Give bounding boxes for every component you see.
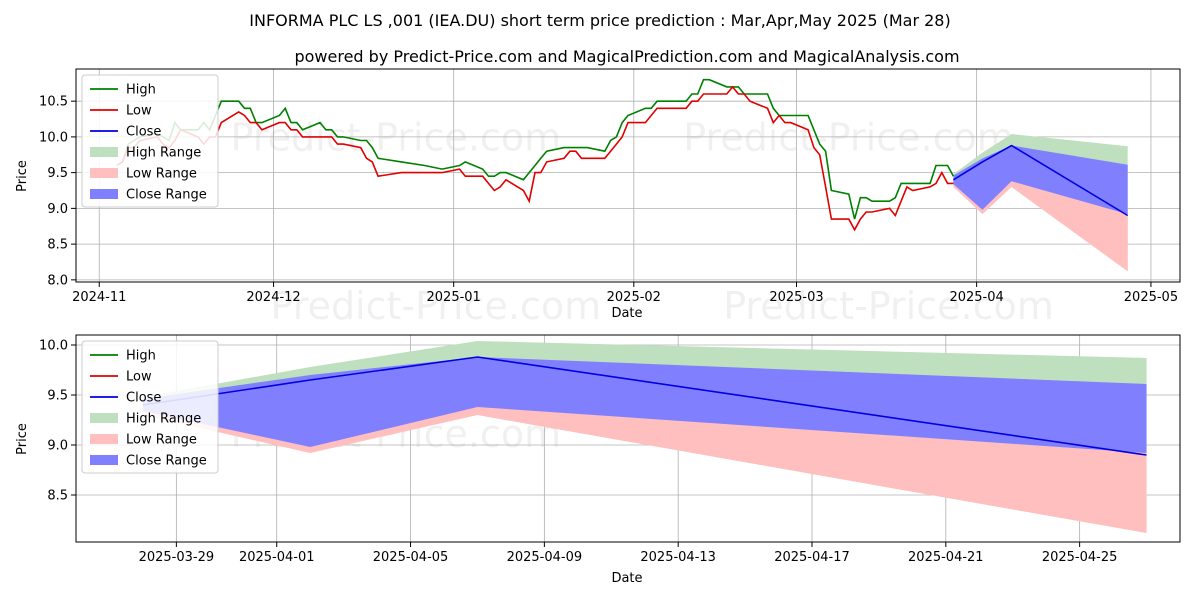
- y-tick-label: 10.5: [39, 95, 68, 110]
- legend-label: Close: [126, 391, 161, 406]
- bottom-panel: Predict-Price.comPredict-Price.com2025-0…: [39, 334, 1181, 565]
- watermark-text: Predict-Price.com: [723, 284, 1054, 328]
- y-tick-label: 8.5: [47, 238, 68, 253]
- close-series-line: [142, 356, 1147, 456]
- y-tick-label: 9.0: [47, 439, 68, 454]
- chart-subtitle: powered by Predict-Price.com and Magical…: [294, 47, 959, 66]
- legend-swatch: [90, 147, 118, 157]
- close-series-line: [952, 144, 1129, 217]
- x-tick-label: 2024-12: [246, 290, 300, 305]
- x-tick-label: 2025-04-25: [1042, 550, 1118, 565]
- plot-frame: [75, 68, 1181, 283]
- x-tick-label: 2025-02: [607, 290, 661, 305]
- x-tick-label: 2025-04-13: [640, 550, 716, 565]
- y-tick-label: 10.0: [39, 130, 68, 145]
- low-series-line: [116, 85, 954, 232]
- legend-swatch: [90, 455, 118, 465]
- bottom-y-axis-label: Price: [15, 423, 30, 455]
- legend-label: High Range: [126, 412, 201, 427]
- legend-label: Low Range: [126, 167, 197, 182]
- legend-swatch: [90, 434, 118, 444]
- high-series-line: [116, 78, 955, 220]
- legend: High Low Close High Range Low Range Close Ran…: [81, 340, 219, 474]
- chart-title: INFORMA PLC LS ,001 (IEA.DU) short term …: [249, 11, 950, 30]
- legend-label: Low: [126, 370, 152, 385]
- legend-label: High: [126, 83, 156, 98]
- legend-label: High: [126, 349, 156, 364]
- top-y-axis-label: Price: [15, 160, 30, 192]
- x-tick-label: 2024-11: [72, 290, 126, 305]
- top-panel: Predict-Price.com Predict-Price.com Predic…: [39, 68, 1181, 328]
- x-tick-label: 2025-05: [1124, 290, 1178, 305]
- y-tick-label: 9.0: [47, 202, 68, 217]
- x-tick-label: 2025-04-21: [908, 550, 984, 565]
- y-tick-label: 8.0: [47, 273, 68, 288]
- x-tick-label: 2025-04: [949, 290, 1003, 305]
- x-tick-label: 2025-03-29: [139, 550, 215, 565]
- legend-label: Low: [126, 104, 152, 119]
- y-tick-label: 9.5: [47, 166, 68, 181]
- legend-label: High Range: [126, 146, 201, 161]
- plot-frame: [75, 334, 1181, 543]
- y-tick-label: 10.0: [39, 339, 68, 354]
- legend-label: Close Range: [126, 188, 207, 203]
- y-tick-label: 9.5: [47, 389, 68, 404]
- top-x-axis-label: Date: [611, 306, 642, 321]
- y-tick-label: 8.5: [47, 489, 68, 504]
- watermark-text: Predict-Price.com: [271, 284, 602, 328]
- legend-swatch: [90, 189, 118, 199]
- x-tick-label: 2025-01: [427, 290, 481, 305]
- x-tick-label: 2025-03: [769, 290, 823, 305]
- legend-label: Close: [126, 125, 161, 140]
- close-range-band: [953, 145, 1128, 215]
- legend-swatch: [90, 168, 118, 178]
- x-tick-label: 2025-04-09: [507, 550, 583, 565]
- x-tick-label: 2025-04-05: [373, 550, 449, 565]
- legend-label: Close Range: [126, 454, 207, 469]
- bottom-x-axis-label: Date: [611, 571, 642, 586]
- legend-swatch: [90, 413, 118, 423]
- legend-label: Low Range: [126, 433, 197, 448]
- watermark-text: Predict-Price.com: [683, 115, 1014, 159]
- x-tick-label: 2025-04-17: [774, 550, 850, 565]
- close-range-band: [142, 357, 1147, 453]
- legend: High Low Close High Range Low Range Close Ran…: [81, 74, 219, 208]
- x-tick-label: 2025-04-01: [239, 550, 315, 565]
